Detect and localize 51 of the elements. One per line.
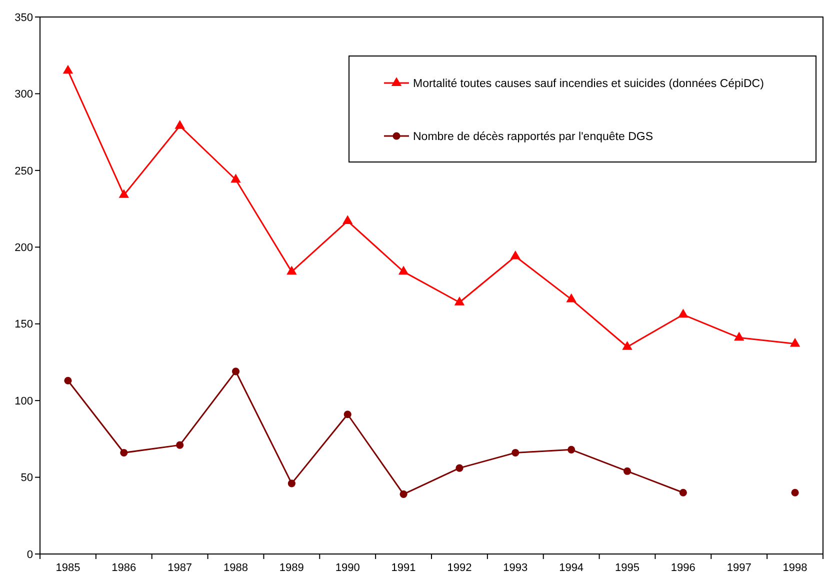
x-tick-label: 1992 bbox=[447, 562, 472, 574]
point bbox=[622, 340, 632, 350]
x-tick-label: 1990 bbox=[335, 562, 360, 574]
point bbox=[118, 189, 129, 198]
legend-label: Nombre de décès rapportés par l'enquête DGS bbox=[413, 131, 654, 144]
legend-label: Mortalité toutes causes sauf incendies et suicides (données CépiDC) bbox=[413, 78, 764, 90]
y-tick-label: 350 bbox=[14, 12, 33, 24]
y-tick-label: 50 bbox=[20, 472, 33, 484]
x-tick-label: 1989 bbox=[279, 562, 304, 574]
point bbox=[566, 293, 576, 302]
point bbox=[568, 446, 576, 454]
point bbox=[510, 250, 520, 260]
point bbox=[174, 120, 185, 129]
point bbox=[400, 490, 408, 498]
point bbox=[791, 488, 799, 496]
x-tick-label: 1986 bbox=[112, 562, 136, 574]
point bbox=[344, 410, 352, 418]
x-tick-label: 1995 bbox=[615, 562, 640, 574]
y-tick-label: 0 bbox=[26, 548, 33, 561]
y-tick-label: 300 bbox=[14, 88, 33, 101]
y-tick-label: 200 bbox=[14, 242, 33, 254]
point bbox=[456, 464, 464, 472]
point bbox=[176, 441, 184, 449]
point bbox=[734, 332, 744, 341]
point bbox=[512, 448, 520, 457]
point bbox=[398, 266, 409, 275]
y-tick-label: 100 bbox=[14, 395, 33, 408]
point bbox=[230, 174, 241, 183]
point bbox=[232, 368, 240, 376]
point bbox=[120, 448, 128, 457]
x-tick-label: 1991 bbox=[391, 562, 416, 574]
y-tick-label: 150 bbox=[14, 318, 33, 331]
point bbox=[342, 215, 353, 224]
point bbox=[679, 488, 687, 496]
x-tick-label: 1987 bbox=[168, 562, 192, 574]
x-tick-label: 1996 bbox=[670, 562, 696, 574]
x-tick-label: 1997 bbox=[726, 562, 752, 574]
x-tick-label: 1998 bbox=[782, 562, 808, 574]
point bbox=[64, 376, 72, 384]
point bbox=[454, 296, 465, 306]
point bbox=[623, 467, 632, 475]
x-tick-label: 1994 bbox=[559, 562, 584, 574]
point bbox=[790, 338, 800, 347]
point bbox=[286, 266, 297, 275]
point bbox=[288, 480, 296, 488]
y-tick-label: 250 bbox=[14, 165, 33, 178]
x-tick-label: 1988 bbox=[224, 562, 248, 574]
x-tick-label: 1993 bbox=[503, 562, 528, 574]
point bbox=[62, 64, 74, 74]
x-tick-label: 1985 bbox=[56, 562, 80, 574]
point bbox=[678, 308, 688, 318]
